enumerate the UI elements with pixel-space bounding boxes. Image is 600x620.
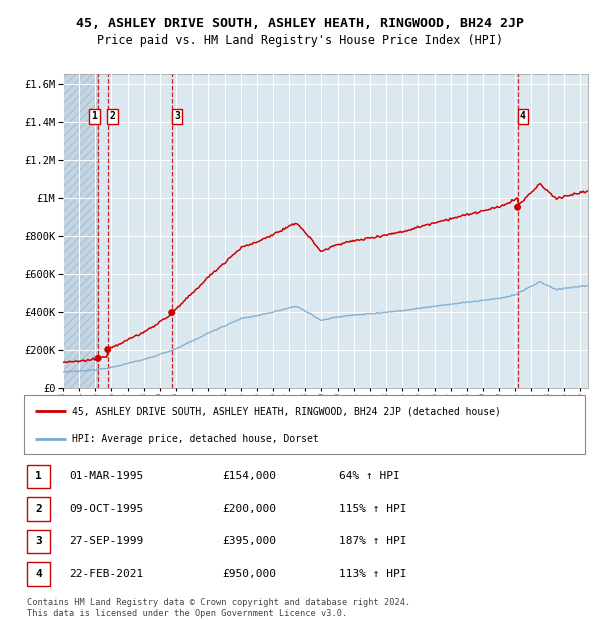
Text: 1: 1: [35, 471, 42, 481]
Text: £200,000: £200,000: [222, 504, 276, 514]
Text: 09-OCT-1995: 09-OCT-1995: [69, 504, 143, 514]
Text: 115% ↑ HPI: 115% ↑ HPI: [339, 504, 407, 514]
FancyBboxPatch shape: [24, 395, 585, 454]
Text: 45, ASHLEY DRIVE SOUTH, ASHLEY HEATH, RINGWOOD, BH24 2JP (detached house): 45, ASHLEY DRIVE SOUTH, ASHLEY HEATH, RI…: [71, 407, 500, 417]
Text: £395,000: £395,000: [222, 536, 276, 546]
Point: [167, 308, 176, 317]
Point: [513, 202, 523, 212]
Point: [93, 353, 103, 363]
Text: 3: 3: [174, 111, 180, 121]
Text: 1: 1: [91, 111, 97, 121]
Text: HPI: Average price, detached house, Dorset: HPI: Average price, detached house, Dors…: [71, 434, 319, 444]
Text: 113% ↑ HPI: 113% ↑ HPI: [339, 569, 407, 579]
Text: 4: 4: [520, 111, 526, 121]
Text: Contains HM Land Registry data © Crown copyright and database right 2024.: Contains HM Land Registry data © Crown c…: [27, 598, 410, 607]
Text: 2: 2: [35, 504, 42, 514]
Bar: [63, 74, 98, 388]
Text: This data is licensed under the Open Government Licence v3.0.: This data is licensed under the Open Gov…: [27, 609, 347, 618]
Text: Price paid vs. HM Land Registry's House Price Index (HPI): Price paid vs. HM Land Registry's House …: [97, 34, 503, 46]
Point: [103, 345, 113, 355]
Text: £154,000: £154,000: [222, 471, 276, 481]
Text: 187% ↑ HPI: 187% ↑ HPI: [339, 536, 407, 546]
Text: 3: 3: [35, 536, 42, 546]
Bar: [63, 74, 98, 388]
Text: £950,000: £950,000: [222, 569, 276, 579]
Text: 2: 2: [109, 111, 115, 121]
Text: 4: 4: [35, 569, 42, 579]
Text: 64% ↑ HPI: 64% ↑ HPI: [339, 471, 400, 481]
Text: 45, ASHLEY DRIVE SOUTH, ASHLEY HEATH, RINGWOOD, BH24 2JP: 45, ASHLEY DRIVE SOUTH, ASHLEY HEATH, RI…: [76, 17, 524, 30]
Text: 22-FEB-2021: 22-FEB-2021: [69, 569, 143, 579]
Text: 27-SEP-1999: 27-SEP-1999: [69, 536, 143, 546]
Text: 01-MAR-1995: 01-MAR-1995: [69, 471, 143, 481]
